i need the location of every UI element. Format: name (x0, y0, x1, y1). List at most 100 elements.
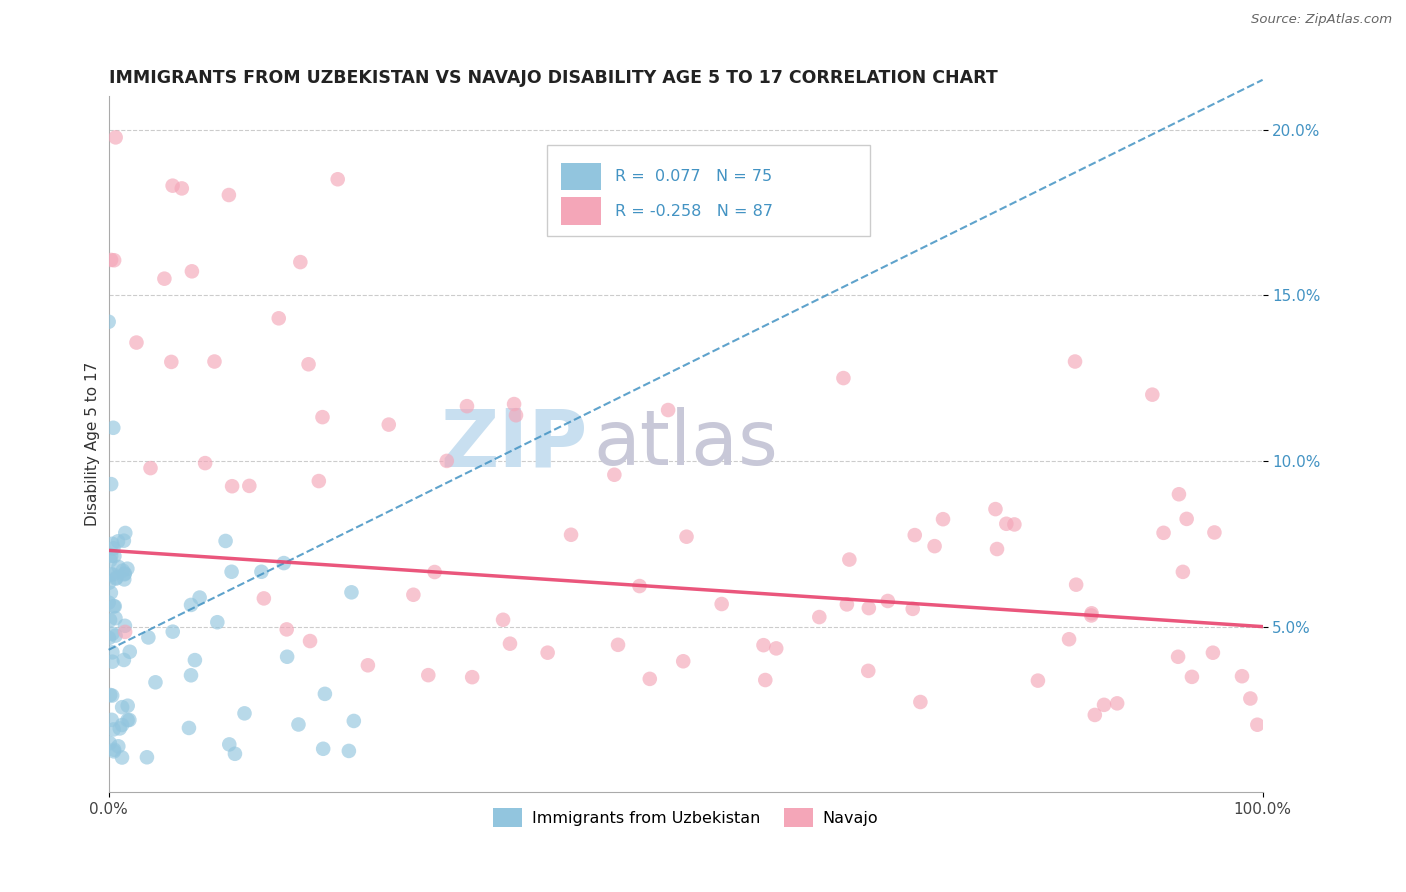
Point (276, 623, 298, 637)
Point (253, 591, 276, 606)
Point (1181, 670, 1204, 684)
Point (98, 736, 121, 750)
Point (98, 613, 121, 627)
Point (1107, 697, 1129, 711)
Point (162, 624, 184, 639)
Point (114, 619, 136, 633)
Point (838, 552, 860, 566)
Point (607, 638, 630, 652)
Point (378, 417, 401, 432)
Point (1175, 512, 1198, 526)
Text: ZIP: ZIP (440, 405, 588, 483)
Point (101, 645, 124, 659)
Point (107, 534, 129, 549)
Point (1057, 632, 1080, 647)
Point (901, 602, 924, 616)
Point (117, 698, 139, 713)
Point (104, 629, 127, 643)
Point (238, 479, 260, 493)
Point (1168, 487, 1191, 501)
Point (214, 533, 236, 548)
Point (835, 598, 858, 612)
Point (1142, 387, 1164, 401)
Point (103, 599, 125, 614)
Point (111, 700, 134, 714)
Point (904, 528, 927, 542)
Point (461, 670, 484, 684)
Point (184, 653, 207, 667)
Point (340, 585, 363, 599)
Point (103, 549, 125, 563)
Point (108, 722, 131, 736)
Point (492, 613, 515, 627)
Point (204, 354, 226, 368)
Y-axis label: Disability Age 5 to 17: Disability Age 5 to 17 (86, 362, 100, 526)
Point (311, 410, 333, 425)
Point (1153, 525, 1175, 540)
Point (290, 255, 312, 269)
Point (207, 615, 229, 630)
Point (343, 714, 366, 728)
Point (97, 596, 120, 610)
Point (314, 687, 336, 701)
Point (603, 467, 626, 482)
Point (125, 335, 148, 350)
Point (104, 130, 127, 145)
Point (924, 539, 946, 553)
Point (312, 741, 335, 756)
Point (177, 721, 200, 735)
Legend: Immigrants from Uzbekistan, Navajo: Immigrants from Uzbekistan, Navajo (486, 802, 884, 833)
Point (100, 713, 122, 727)
Point (114, 624, 136, 639)
Point (194, 456, 217, 470)
Point (858, 664, 880, 678)
Point (1171, 565, 1194, 579)
Point (105, 571, 128, 585)
Point (308, 474, 330, 488)
Point (111, 564, 134, 578)
Point (876, 594, 898, 608)
Point (180, 264, 202, 278)
Point (1202, 646, 1225, 660)
Point (103, 421, 125, 435)
Point (299, 634, 322, 648)
Point (672, 654, 695, 668)
Point (112, 653, 135, 667)
Point (98, 688, 121, 702)
Point (112, 533, 135, 548)
Point (100, 549, 122, 563)
Point (233, 706, 256, 721)
Point (112, 567, 135, 582)
Point (402, 588, 425, 602)
Point (1080, 608, 1102, 623)
Point (357, 658, 380, 673)
Point (103, 744, 125, 758)
Point (1002, 517, 1025, 532)
Point (101, 626, 124, 640)
Point (657, 403, 679, 417)
Point (101, 655, 124, 669)
Point (754, 673, 776, 687)
Point (98, 575, 121, 590)
Point (1084, 708, 1107, 723)
Point (221, 479, 243, 493)
Point (118, 645, 141, 659)
Point (995, 516, 1018, 531)
Point (273, 556, 295, 570)
Point (499, 637, 522, 651)
Point (103, 541, 125, 556)
Point (111, 750, 134, 764)
Point (337, 744, 360, 758)
Point (1092, 698, 1115, 712)
Point (153, 271, 176, 285)
Point (1230, 669, 1253, 683)
Point (221, 565, 243, 579)
Point (97, 631, 120, 645)
Text: IMMIGRANTS FROM UZBEKISTAN VS NAVAJO DISABILITY AGE 5 TO 17 CORRELATION CHART: IMMIGRANTS FROM UZBEKISTAN VS NAVAJO DIS… (108, 69, 997, 87)
Point (107, 560, 129, 574)
Bar (561, 197, 602, 225)
Point (104, 572, 127, 586)
Point (984, 502, 1007, 516)
Point (97, 315, 120, 329)
Point (503, 397, 526, 411)
